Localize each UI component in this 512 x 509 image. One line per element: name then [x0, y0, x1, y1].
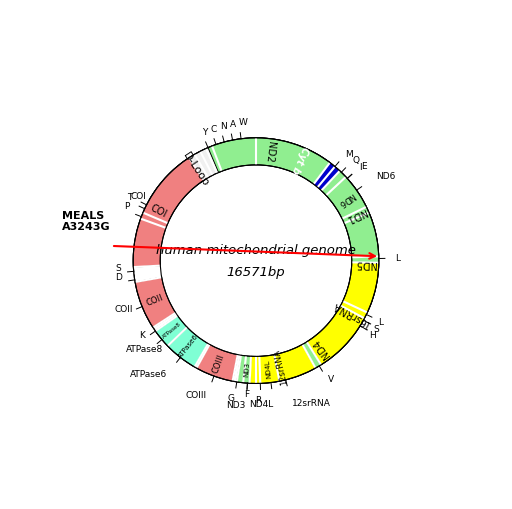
Polygon shape	[307, 262, 379, 365]
Text: L: L	[395, 253, 400, 263]
Text: W: W	[239, 119, 248, 127]
Polygon shape	[156, 316, 187, 346]
Polygon shape	[160, 165, 352, 356]
Text: ATPase6: ATPase6	[178, 333, 200, 360]
Text: ND3: ND3	[226, 401, 246, 410]
Text: P: P	[124, 202, 129, 211]
Text: MEALS
A3243G: MEALS A3243G	[62, 211, 111, 232]
Text: E: E	[361, 162, 367, 171]
Text: ND5: ND5	[354, 258, 376, 269]
Text: COIII: COIII	[211, 352, 226, 374]
Polygon shape	[249, 345, 315, 383]
Polygon shape	[260, 355, 280, 383]
Text: ND4: ND4	[311, 337, 331, 360]
Text: G: G	[227, 394, 234, 404]
Polygon shape	[208, 138, 330, 184]
Polygon shape	[135, 277, 176, 327]
Text: COIII: COIII	[186, 391, 207, 400]
Text: COII: COII	[115, 305, 133, 314]
Polygon shape	[237, 355, 256, 383]
Text: K: K	[139, 331, 145, 340]
Text: D-Loop: D-Loop	[181, 151, 210, 188]
Polygon shape	[343, 215, 379, 313]
Text: ATPase6: ATPase6	[130, 371, 167, 379]
Text: 16571bp: 16571bp	[227, 266, 285, 279]
Text: S: S	[115, 264, 121, 273]
Text: Q: Q	[352, 156, 359, 165]
Text: T: T	[127, 193, 133, 202]
Text: C: C	[211, 125, 217, 134]
Text: 12srRNA: 12srRNA	[272, 348, 289, 386]
Text: ND4L: ND4L	[249, 400, 273, 409]
Text: COI: COI	[148, 203, 168, 219]
Text: L: L	[378, 318, 383, 327]
Text: F: F	[244, 390, 249, 399]
Text: Y: Y	[202, 128, 207, 137]
Polygon shape	[326, 177, 367, 219]
Polygon shape	[143, 138, 256, 223]
Text: human mitochondrial genome: human mitochondrial genome	[156, 244, 356, 258]
Text: ND3: ND3	[244, 362, 251, 377]
Text: D: D	[116, 273, 122, 282]
Text: 16srRNA: 16srRNA	[330, 300, 372, 329]
Text: V: V	[328, 375, 334, 384]
Text: COII: COII	[144, 293, 164, 308]
Polygon shape	[274, 305, 365, 381]
Polygon shape	[256, 138, 346, 195]
Text: N: N	[220, 122, 227, 131]
Text: ATPase8: ATPase8	[126, 345, 164, 354]
Text: R: R	[254, 396, 261, 405]
Polygon shape	[133, 158, 204, 267]
Text: 12srRNA: 12srRNA	[292, 399, 331, 408]
Text: M: M	[345, 150, 353, 159]
Text: ND6: ND6	[336, 190, 356, 208]
Text: Cyt b: Cyt b	[289, 146, 310, 176]
Text: I: I	[359, 163, 362, 172]
Text: ND6: ND6	[376, 173, 395, 181]
Text: S: S	[374, 325, 379, 333]
Text: COI: COI	[130, 192, 146, 201]
Text: H: H	[369, 331, 376, 340]
Polygon shape	[167, 327, 208, 367]
Text: ND4L: ND4L	[264, 359, 272, 379]
Text: ND2: ND2	[263, 141, 275, 163]
Polygon shape	[197, 345, 238, 381]
Text: ATPase8: ATPase8	[161, 321, 182, 340]
Text: ND1: ND1	[344, 206, 367, 224]
Polygon shape	[133, 138, 379, 383]
Polygon shape	[322, 171, 379, 257]
Text: A: A	[229, 120, 236, 129]
